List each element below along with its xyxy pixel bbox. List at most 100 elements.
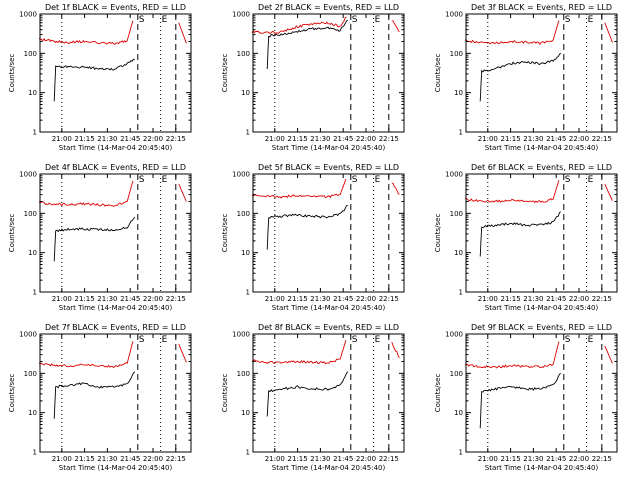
x-tick-label: 21:30 bbox=[310, 135, 330, 143]
y-axis-label: Counts/sec bbox=[221, 54, 229, 93]
x-tick-label: 21:15 bbox=[500, 135, 520, 143]
chart-panel: Det 3f BLACK = Events, RED = LLD S E 1 10 100… bbox=[434, 3, 618, 152]
x-tick-label: 21:45 bbox=[333, 455, 353, 463]
x-tick-label: 21:15 bbox=[500, 455, 520, 463]
plot-frame bbox=[465, 333, 618, 453]
marker-label-s: S bbox=[352, 15, 358, 25]
chart-title: Det 4f BLACK = Events, RED = LLD bbox=[45, 163, 186, 172]
y-axis-label: Counts/sec bbox=[8, 54, 16, 93]
y-tick-label: 1000 bbox=[19, 171, 37, 179]
x-tick-label: 21:15 bbox=[500, 295, 520, 303]
plot-frame bbox=[39, 333, 192, 453]
y-tick-label: 1000 bbox=[445, 331, 463, 339]
y-tick-label: 100 bbox=[237, 210, 250, 218]
series-line-red-lld bbox=[38, 180, 187, 207]
series-line-black-events bbox=[479, 372, 562, 429]
chart-title: Det 1f BLACK = Events, RED = LLD bbox=[45, 3, 186, 12]
chart-panel: Det 1f BLACK = Events, RED = LLD S E 1 10 100… bbox=[8, 3, 192, 152]
y-tick-label: 1 bbox=[459, 129, 463, 137]
series-line-black-events bbox=[53, 58, 135, 102]
y-tick-label: 100 bbox=[237, 50, 250, 58]
plot-frame bbox=[252, 173, 405, 293]
x-axis-label: Start Time (14-Mar-04 20:45:40) bbox=[59, 144, 173, 152]
plot-frame bbox=[252, 333, 405, 453]
y-tick-label: 10 bbox=[241, 409, 250, 417]
marker-label-e: E bbox=[375, 15, 381, 25]
x-tick-label: 22:15 bbox=[166, 295, 186, 303]
series-line-red-lld bbox=[38, 341, 187, 369]
y-tick-label: 100 bbox=[24, 370, 37, 378]
x-tick-label: 22:15 bbox=[166, 455, 186, 463]
marker-label-e: E bbox=[588, 175, 594, 185]
y-tick-label: 1000 bbox=[445, 11, 463, 19]
y-tick-label: 1 bbox=[246, 289, 250, 297]
chart-title: Det 9f BLACK = Events, RED = LLD bbox=[471, 323, 612, 332]
x-axis-label: Start Time (14-Mar-04 20:45:40) bbox=[59, 464, 173, 472]
x-tick-label: 21:30 bbox=[310, 455, 330, 463]
marker-label-s: S bbox=[565, 335, 571, 345]
x-tick-label: 21:15 bbox=[74, 295, 94, 303]
y-tick-label: 10 bbox=[28, 409, 37, 417]
series-line-red-lld bbox=[251, 340, 400, 365]
y-tick-label: 10 bbox=[241, 249, 250, 257]
y-axis-label: Counts/sec bbox=[434, 214, 442, 253]
x-axis-label: Start Time (14-Mar-04 20:45:40) bbox=[272, 144, 386, 152]
x-axis-label: Start Time (14-Mar-04 20:45:40) bbox=[59, 304, 173, 312]
x-tick-label: 21:00 bbox=[265, 135, 285, 143]
x-tick-label: 22:00 bbox=[356, 295, 376, 303]
marker-label-s: S bbox=[565, 175, 571, 185]
series-line-black-events bbox=[53, 216, 136, 262]
y-tick-label: 1000 bbox=[232, 331, 250, 339]
y-tick-label: 1 bbox=[459, 289, 463, 297]
y-tick-label: 1000 bbox=[232, 171, 250, 179]
chart-title: Det 2f BLACK = Events, RED = LLD bbox=[258, 3, 399, 12]
x-tick-label: 21:00 bbox=[265, 455, 285, 463]
y-axis-label: Counts/sec bbox=[221, 374, 229, 413]
series-line-black-events bbox=[266, 19, 349, 70]
y-axis-label: Counts/sec bbox=[8, 214, 16, 253]
series-line-red-lld bbox=[38, 20, 187, 45]
marker-label-s: S bbox=[139, 335, 145, 345]
marker-label-s: S bbox=[139, 175, 145, 185]
x-tick-label: 21:00 bbox=[52, 455, 72, 463]
x-tick-label: 21:30 bbox=[97, 135, 117, 143]
y-axis-label: Counts/sec bbox=[8, 374, 16, 413]
x-tick-label: 21:30 bbox=[523, 135, 543, 143]
x-axis-label: Start Time (14-Mar-04 20:45:40) bbox=[485, 304, 599, 312]
marker-label-e: E bbox=[588, 15, 594, 25]
x-tick-label: 22:00 bbox=[569, 295, 589, 303]
marker-label-e: E bbox=[375, 335, 381, 345]
series-line-red-lld bbox=[464, 20, 613, 46]
x-axis-label: Start Time (14-Mar-04 20:45:40) bbox=[485, 464, 599, 472]
x-tick-label: 21:30 bbox=[523, 455, 543, 463]
y-tick-label: 10 bbox=[241, 89, 250, 97]
plot-frame bbox=[39, 13, 192, 133]
chart-panel: Det 2f BLACK = Events, RED = LLD S E 1 10 100… bbox=[221, 3, 405, 152]
y-tick-label: 100 bbox=[450, 50, 463, 58]
y-tick-label: 1 bbox=[246, 449, 250, 457]
series-line-red-lld bbox=[464, 180, 613, 204]
y-tick-label: 100 bbox=[237, 370, 250, 378]
x-tick-label: 22:15 bbox=[379, 295, 399, 303]
marker-label-s: S bbox=[565, 15, 571, 25]
chart-panel: Det 8f BLACK = Events, RED = LLD S E 1 10 100… bbox=[221, 323, 405, 472]
chart-title: Det 3f BLACK = Events, RED = LLD bbox=[471, 3, 612, 12]
series-line-black-events bbox=[266, 204, 348, 250]
x-tick-label: 21:45 bbox=[120, 455, 140, 463]
x-tick-label: 21:45 bbox=[546, 135, 566, 143]
x-tick-label: 22:15 bbox=[592, 295, 612, 303]
x-tick-label: 22:00 bbox=[569, 135, 589, 143]
marker-label-e: E bbox=[162, 335, 168, 345]
y-tick-label: 100 bbox=[24, 210, 37, 218]
y-tick-label: 1 bbox=[33, 449, 37, 457]
x-tick-label: 22:15 bbox=[379, 135, 399, 143]
marker-label-e: E bbox=[375, 175, 381, 185]
series-line-black-events bbox=[266, 371, 349, 417]
x-tick-label: 21:30 bbox=[523, 295, 543, 303]
y-tick-label: 1 bbox=[33, 289, 37, 297]
x-axis-label: Start Time (14-Mar-04 20:45:40) bbox=[485, 144, 599, 152]
series-line-red-lld bbox=[464, 341, 613, 369]
marker-label-e: E bbox=[162, 15, 168, 25]
y-tick-label: 100 bbox=[450, 370, 463, 378]
x-tick-label: 21:45 bbox=[333, 135, 353, 143]
